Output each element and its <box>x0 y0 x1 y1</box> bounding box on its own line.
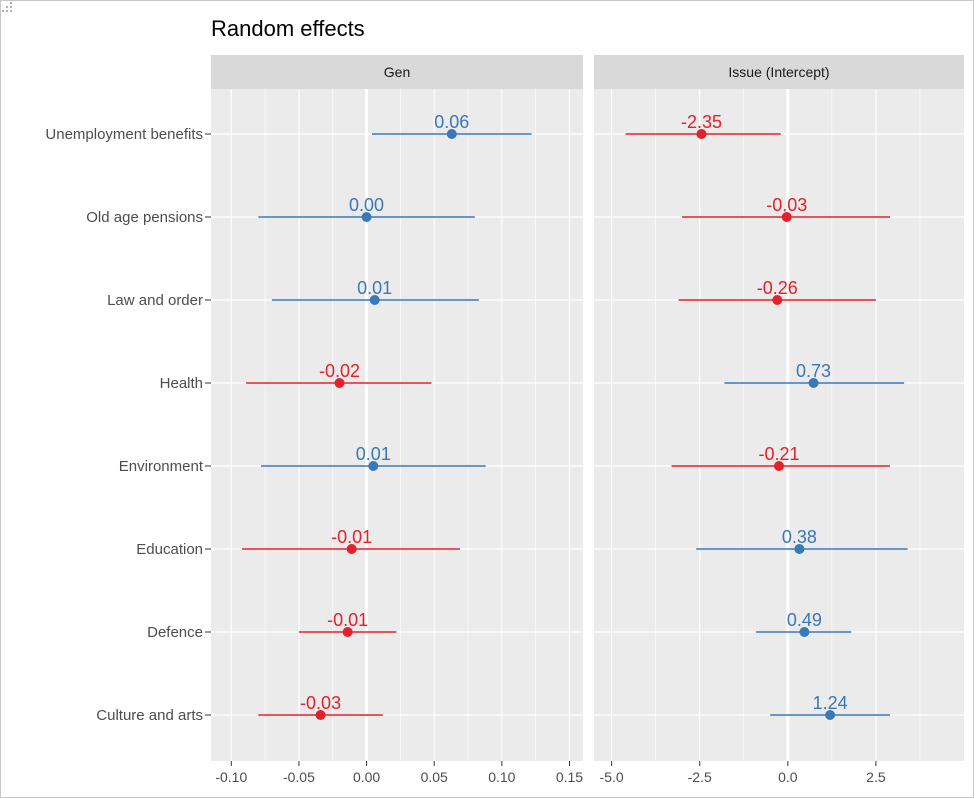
point-estimate <box>772 295 783 305</box>
point-estimate <box>361 212 372 222</box>
estimate-label: -0.01 <box>327 610 368 630</box>
x-tick-label: 0.0 <box>778 769 798 785</box>
estimate-label: -2.35 <box>681 112 722 132</box>
point-estimate <box>794 544 805 554</box>
category-label: Old age pensions <box>86 209 203 226</box>
category-label: Education <box>136 541 203 558</box>
x-tick-label: 0.10 <box>488 769 515 785</box>
point-estimate <box>808 378 819 388</box>
x-tick-label: 0.05 <box>421 769 448 785</box>
x-tick-label: -0.10 <box>215 769 247 785</box>
estimate-label: 0.38 <box>782 527 817 547</box>
point-estimate <box>368 461 379 471</box>
chart-title: Random effects <box>211 16 365 41</box>
point-estimate <box>781 212 792 222</box>
x-tick-label: 0.15 <box>556 769 583 785</box>
x-tick-label: 0.00 <box>353 769 380 785</box>
category-label: Defence <box>147 624 203 641</box>
point-estimate <box>334 378 345 388</box>
estimate-label: 0.49 <box>787 610 822 630</box>
point-estimate <box>315 710 326 720</box>
facet-panel: Gen -0.10 -0.05 0.00 0.05 0.10 0.15 0.06 0.00 0.0… <box>211 55 583 785</box>
estimate-label: 0.01 <box>356 444 391 464</box>
facet-strip-label: Gen <box>384 64 410 80</box>
category-label: Environment <box>119 458 204 475</box>
x-tick-label: 2.5 <box>866 769 886 785</box>
point-estimate <box>825 710 836 720</box>
estimate-label: -0.03 <box>766 195 807 215</box>
estimate-label: 0.01 <box>357 278 392 298</box>
facet-panel: Issue (Intercept) -5.0 -2.5 0.0 2.5 -2.35 -0.0… <box>594 55 964 785</box>
facet-strip <box>211 55 583 89</box>
estimate-label: 1.24 <box>813 693 848 713</box>
estimate-label: 0.06 <box>434 112 469 132</box>
point-estimate <box>799 627 810 637</box>
point-estimate <box>369 295 380 305</box>
facet-strip-label: Issue (Intercept) <box>728 64 829 80</box>
estimate-label: 0.73 <box>796 361 831 381</box>
point-estimate <box>696 129 707 139</box>
estimate-label: 0.00 <box>349 195 384 215</box>
resize-grip-icon[interactable] <box>1 1 13 13</box>
estimate-label: -0.21 <box>758 444 799 464</box>
panel-background <box>594 89 964 761</box>
x-tick-label: -5.0 <box>600 769 624 785</box>
x-tick-label: -0.05 <box>283 769 315 785</box>
category-label: Law and order <box>107 292 203 309</box>
category-label: Unemployment benefits <box>45 126 203 143</box>
category-axis: Unemployment benefits Old age pensions Law… <box>45 126 211 724</box>
estimate-label: -0.02 <box>319 361 360 381</box>
x-tick-label: -2.5 <box>688 769 712 785</box>
point-estimate <box>346 544 357 554</box>
panel-background <box>211 89 583 761</box>
facet-panels: Gen -0.10 -0.05 0.00 0.05 0.10 0.15 0.06 0.00 0.0… <box>211 55 964 785</box>
estimate-label: -0.26 <box>757 278 798 298</box>
point-estimate <box>774 461 784 471</box>
estimate-label: -0.03 <box>300 693 341 713</box>
point-estimate <box>446 129 457 139</box>
estimate-label: -0.01 <box>331 527 372 547</box>
category-label: Culture and arts <box>96 707 203 724</box>
facet-strip <box>594 55 964 89</box>
category-label: Health <box>160 375 203 392</box>
point-estimate <box>342 627 353 637</box>
